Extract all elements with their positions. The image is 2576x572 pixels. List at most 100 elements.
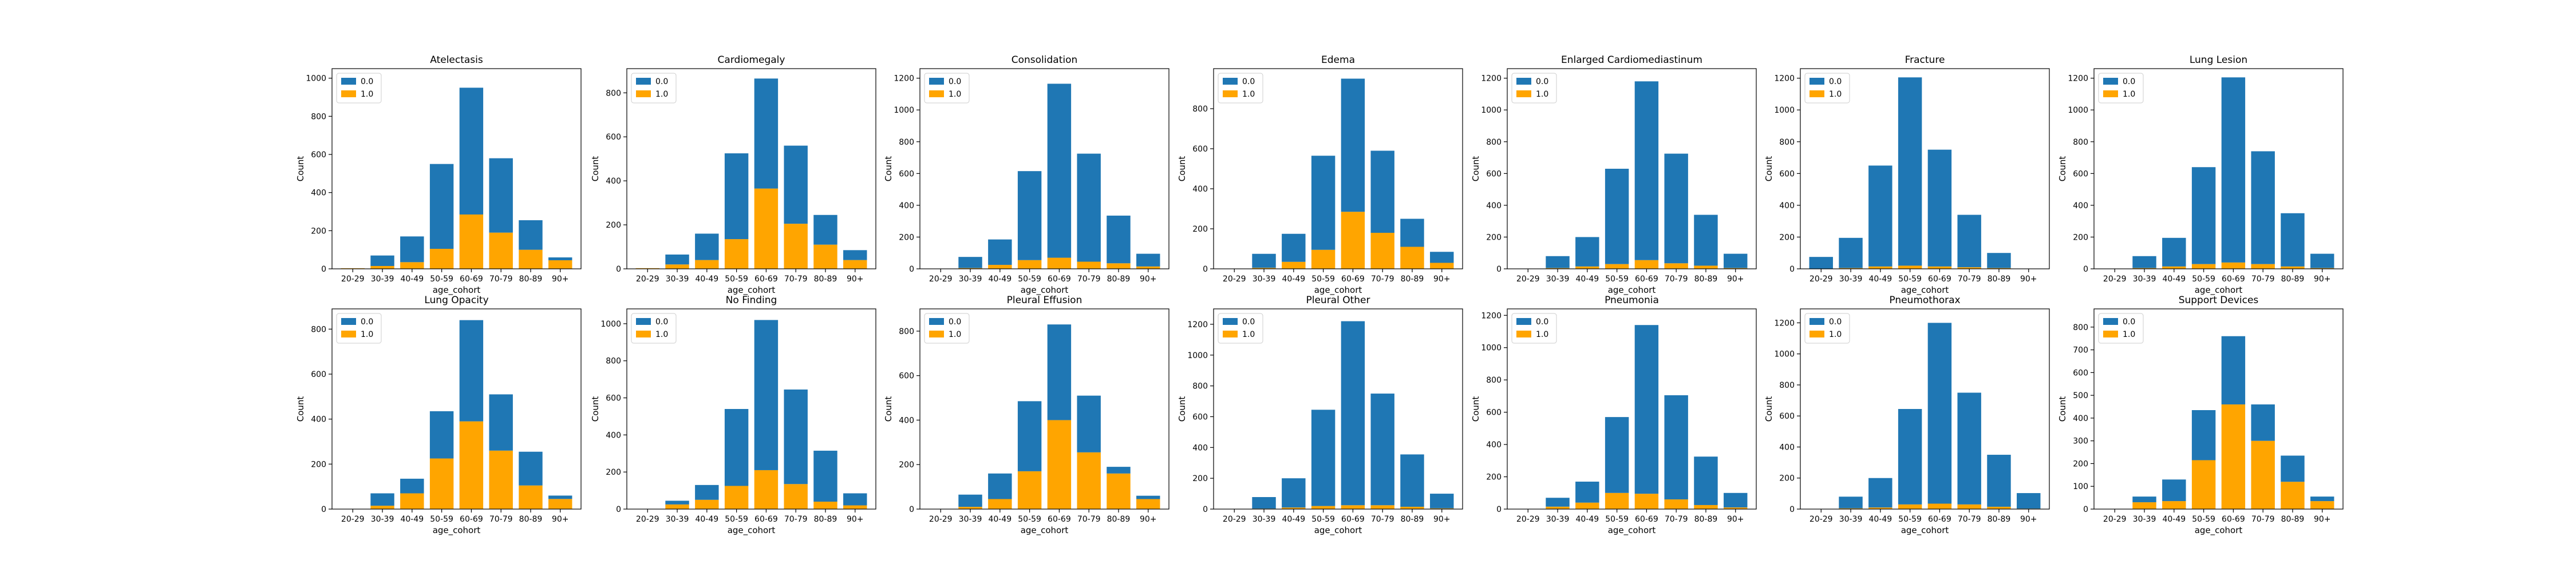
bar-cardiomegaly-30-39-0.0 [665,255,689,265]
y-tick-label: 0 [1203,265,1208,274]
bar-support-devices-70-79-0.0 [2251,404,2275,441]
bar-support-devices-80-89-0.0 [2281,455,2305,482]
legend-label: 0.0 [2123,317,2135,327]
legend-label: 1.0 [2123,90,2135,99]
bar-pleural-effusion-40-49-1.0 [988,499,1012,509]
x-tick-label: 40-49 [2162,275,2186,284]
y-tick-label: 0 [1789,265,1795,274]
y-tick-label: 0 [321,265,326,274]
y-tick-label: 800 [311,112,326,121]
x-tick-label: 60-69 [1928,515,1951,524]
y-tick-label: 400 [1486,201,1502,210]
bar-support-devices-30-39-0.0 [2132,496,2156,503]
legend-swatch [929,318,944,325]
legend: 0.01.0 [1804,73,1850,104]
x-tick-label: 90+ [2020,515,2037,524]
x-tick-label: 20-29 [636,275,659,284]
bar-no-finding-70-79-0.0 [784,389,808,484]
legend-swatch [341,78,356,85]
bar-cardiomegaly-60-69-1.0 [754,188,779,269]
legend-label: 1.0 [1242,330,1255,339]
x-tick-label: 80-89 [519,275,543,284]
bar-support-devices-60-69-1.0 [2221,404,2246,509]
x-tick-label: 30-39 [666,275,689,284]
chart-title: Pleural Effusion [1007,295,1082,306]
legend-box [1804,313,1850,344]
bar-pleural-effusion-80-89-1.0 [1107,473,1131,509]
bar-lung-lesion-30-39-0.0 [2132,256,2156,268]
bar-no-finding-60-69-0.0 [754,320,779,470]
legend-box [1218,313,1263,344]
legend-swatch [636,331,651,337]
x-axis-label: age_cohort [2195,525,2243,536]
legend: 0.01.0 [1511,73,1557,104]
y-axis-label: Count [883,396,894,422]
y-tick-label: 600 [1779,169,1795,178]
plot-frame [626,308,876,510]
bar-fracture-30-39-0.0 [1839,237,1863,268]
legend-swatch [341,318,356,325]
bar-edema-30-39-1.0 [1252,268,1276,269]
bar-enlarged-cardiomediastinum-30-39-1.0 [1546,268,1570,269]
y-axis-label: Count [883,156,894,182]
bar-no-finding-70-79-1.0 [784,484,808,509]
bar-consolidation-80-89-1.0 [1107,263,1131,269]
y-tick-label: 0 [1496,505,1502,514]
legend-box [631,313,677,344]
bar-cardiomegaly-90+-1.0 [843,260,867,269]
legend-box [2098,313,2144,344]
x-tick-label: 30-39 [371,275,394,284]
bar-pleural-other-50-59-0.0 [1311,410,1336,506]
x-tick-label: 40-49 [1575,515,1599,524]
bar-pneumonia-90+-0.0 [1724,492,1748,508]
bar-pleural-other-70-79-1.0 [1370,505,1394,509]
bar-support-devices-80-89-1.0 [2281,482,2305,509]
bar-lung-lesion-50-59-0.0 [2191,167,2216,264]
x-tick-label: 50-59 [725,515,748,524]
chart-title: Pneumonia [1605,295,1659,306]
x-tick-label: 90+ [2314,275,2331,284]
y-axis-label: Count [1471,156,1481,182]
x-tick-label: 50-59 [1898,275,1922,284]
bar-enlarged-cardiomediastinum-80-89-0.0 [1694,214,1718,266]
y-tick-label: 600 [311,370,326,379]
bar-lung-lesion-70-79-1.0 [2251,264,2275,269]
x-tick-label: 80-89 [1107,515,1131,524]
bar-enlarged-cardiomediastinum-80-89-1.0 [1694,265,1718,269]
y-tick-label: 800 [1486,376,1502,385]
x-tick-label: 90+ [1433,275,1451,284]
x-tick-label: 80-89 [1401,515,1424,524]
chart-title: Lung Lesion [2190,54,2247,66]
bar-pleural-effusion-60-69-0.0 [1047,324,1072,420]
legend-swatch [1516,318,1531,325]
bar-pleural-effusion-60-69-1.0 [1047,420,1072,509]
bar-lung-lesion-80-89-0.0 [2281,213,2305,267]
y-tick-label: 200 [2073,233,2088,242]
legend: 0.01.0 [924,73,970,104]
bar-no-finding-40-49-1.0 [695,499,719,509]
bar-consolidation-50-59-1.0 [1017,260,1042,269]
legend-swatch [1809,90,1824,97]
bar-pleural-effusion-90+-0.0 [1136,495,1160,499]
y-tick-label: 0 [1789,505,1795,514]
legend-swatch [341,331,356,337]
x-tick-label: 80-89 [1107,275,1131,284]
y-tick-label: 1200 [1481,311,1502,320]
legend-swatch [1516,90,1531,97]
y-tick-label: 400 [311,415,326,424]
bar-lung-lesion-30-39-1.0 [2132,268,2156,269]
legend-swatch [929,331,944,337]
bar-no-finding-80-89-0.0 [813,450,837,502]
x-tick-label: 60-69 [754,275,778,284]
legend-label: 0.0 [655,317,668,327]
bar-lung-lesion-80-89-1.0 [2281,266,2305,269]
y-tick-label: 400 [606,431,621,440]
y-axis-label: Count [295,156,306,182]
bar-edema-40-49-0.0 [1282,233,1306,262]
x-tick-label: 80-89 [1694,515,1718,524]
x-tick-label: 30-39 [2133,515,2156,524]
y-tick-label: 200 [1779,474,1795,483]
bar-lung-opacity-70-79-1.0 [489,450,513,509]
y-tick-label: 600 [1192,412,1208,422]
y-tick-label: 1200 [1187,320,1208,329]
